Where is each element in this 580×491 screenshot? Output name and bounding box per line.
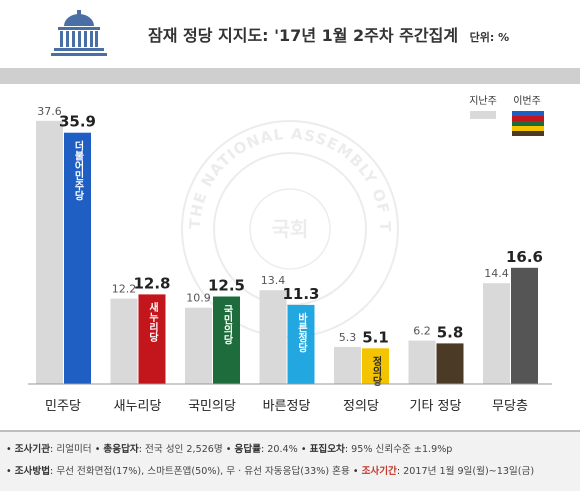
data-label-this-week: 11.3 bbox=[282, 285, 319, 303]
bar-last-week bbox=[259, 290, 287, 384]
footer-value: 2017년 1월 9일(월)~13일(금) bbox=[403, 466, 535, 477]
bar-this-week bbox=[64, 132, 91, 384]
bar-last-week bbox=[483, 283, 510, 384]
footer-line-2: • 조사방법: 무선 전화면접(17%), 스마트폰앱(50%), 무 · 유선… bbox=[6, 463, 534, 477]
party-logo-text: 정의당 bbox=[370, 355, 382, 387]
footer-label: 표집오차 bbox=[309, 444, 345, 455]
party-logo-text: 국민의당 bbox=[221, 304, 233, 345]
bar-last-week bbox=[408, 340, 436, 384]
x-axis-labels: 민주당 새누리당 국민의당 바른정당 정의당 기타 정당 무당층 bbox=[45, 399, 528, 414]
legend-swatch-this-week-stripe bbox=[512, 121, 544, 126]
bullet-icon: • bbox=[352, 466, 362, 477]
chart-title-text: 잠재 정당 지지도: '17년 1월 2주차 주간집계 bbox=[148, 26, 459, 45]
data-label-this-week: 16.6 bbox=[506, 248, 543, 266]
footer-item: • 조사방법: 무선 전화면접(17%), 스마트폰앱(50%), 무 · 유선… bbox=[6, 466, 350, 477]
data-label-last-week: 10.9 bbox=[186, 292, 211, 305]
footer-value: 무선 전화면접(17%), 스마트폰앱(50%), 무 · 유선 자동응답(33… bbox=[56, 466, 350, 477]
legend-swatch-this-week-stripe bbox=[512, 111, 544, 116]
legend-label-this-week: 이번주 bbox=[513, 95, 541, 107]
bars-group: 37.635.9 더불어민주당 12.212.8 새누리당 10.912.5 국민의당 13… bbox=[36, 105, 543, 387]
data-label-last-week: 5.3 bbox=[339, 331, 357, 344]
footer-item: • 총응답자: 전국 성인 2,526명 bbox=[94, 444, 223, 455]
legend-swatch-last-week bbox=[470, 111, 496, 119]
legend-label-last-week: 지난주 bbox=[469, 95, 497, 107]
x-tick-label: 기타 정당 bbox=[410, 399, 462, 414]
bar-this-week bbox=[511, 267, 538, 384]
x-tick-label: 바른정당 bbox=[263, 399, 311, 414]
x-tick-label: 민주당 bbox=[45, 399, 81, 414]
bar-chart: THE NATIONAL ASSEMBLY OF THE REPUBLIC OF… bbox=[0, 84, 552, 414]
party-logo-text: 바른정당 bbox=[296, 312, 308, 354]
data-label-last-week: 13.4 bbox=[261, 274, 286, 287]
footer-item: • 응답률: 20.4% bbox=[225, 444, 298, 455]
header: 잠재 정당 지지도: '17년 1월 2주차 주간집계 단위: % bbox=[0, 0, 580, 68]
footer-value: 20.4% bbox=[267, 444, 298, 455]
party-logo-text: 새누리당 bbox=[147, 301, 159, 343]
watermark-center-text: 국회 bbox=[272, 217, 309, 241]
x-tick-label: 새누리당 bbox=[114, 399, 162, 414]
bullet-icon: • bbox=[225, 444, 235, 455]
footer-item: • 조사기관: 리얼미터 bbox=[6, 444, 92, 455]
x-tick-label: 국민의당 bbox=[188, 399, 236, 414]
x-tick-label: 정의당 bbox=[343, 399, 379, 414]
footer-label: 조사기관 bbox=[14, 444, 51, 455]
footer-label: 총응답자 bbox=[103, 444, 139, 455]
data-label-this-week: 5.8 bbox=[437, 323, 464, 341]
legend-swatch-this-week-stripe bbox=[512, 116, 544, 121]
bar-this-week bbox=[287, 304, 315, 384]
data-label-this-week: 35.9 bbox=[59, 113, 96, 131]
national-assembly-icon bbox=[51, 10, 107, 56]
legend-swatch-this-week-stripe bbox=[512, 126, 544, 131]
footer-item: • 조사기간: 2017년 1월 9일(월)~13일(금) bbox=[352, 466, 535, 477]
footer-label: 응답률 bbox=[234, 444, 261, 455]
bullet-icon: • bbox=[6, 466, 15, 477]
footer-value: 리얼미터 bbox=[56, 444, 92, 455]
footer-item: • 표집오차: 95% 신뢰수준 ±1.9%p bbox=[300, 444, 453, 455]
footer-line-1: • 조사기관: 리얼미터 • 총응답자: 전국 성인 2,526명 • 응답률:… bbox=[6, 441, 452, 455]
data-label-this-week: 5.1 bbox=[362, 328, 389, 346]
legend: 지난주 이번주 bbox=[469, 95, 544, 136]
footer: • 조사기관: 리얼미터 • 총응답자: 전국 성인 2,526명 • 응답률:… bbox=[0, 430, 580, 491]
chart-title: 잠재 정당 지지도: '17년 1월 2주차 주간집계 단위: % bbox=[148, 22, 509, 46]
legend-swatch-this-week-stripe bbox=[512, 131, 544, 136]
unit-label: 단위: % bbox=[469, 31, 510, 44]
bar-this-week bbox=[362, 348, 389, 384]
data-label-last-week: 37.6 bbox=[37, 105, 62, 118]
footer-label: 조사기간 bbox=[361, 466, 397, 477]
data-label-last-week: 6.2 bbox=[413, 325, 431, 338]
footer-value: 전국 성인 2,526명 bbox=[145, 444, 223, 455]
bullet-icon: • bbox=[300, 444, 310, 455]
footer-label: 조사방법 bbox=[14, 466, 51, 477]
data-label-this-week: 12.8 bbox=[133, 274, 170, 292]
bullet-icon: • bbox=[6, 444, 15, 455]
bar-last-week bbox=[334, 346, 361, 384]
bar-this-week bbox=[213, 296, 240, 384]
bar-last-week bbox=[110, 298, 138, 384]
bar-this-week bbox=[436, 343, 464, 384]
bar-this-week bbox=[138, 294, 166, 384]
data-label-last-week: 12.2 bbox=[112, 283, 137, 296]
footer-value: 95% 신뢰수준 ±1.9%p bbox=[351, 444, 453, 455]
bar-last-week bbox=[36, 120, 63, 385]
x-tick-label: 무당층 bbox=[492, 399, 528, 414]
data-label-this-week: 12.5 bbox=[208, 277, 245, 295]
bullet-icon: • bbox=[94, 444, 104, 455]
data-label-last-week: 14.4 bbox=[484, 267, 509, 280]
title-divider-bar bbox=[0, 68, 580, 84]
party-logo-text: 더불어민주당 bbox=[72, 139, 84, 201]
bar-last-week bbox=[185, 307, 212, 384]
